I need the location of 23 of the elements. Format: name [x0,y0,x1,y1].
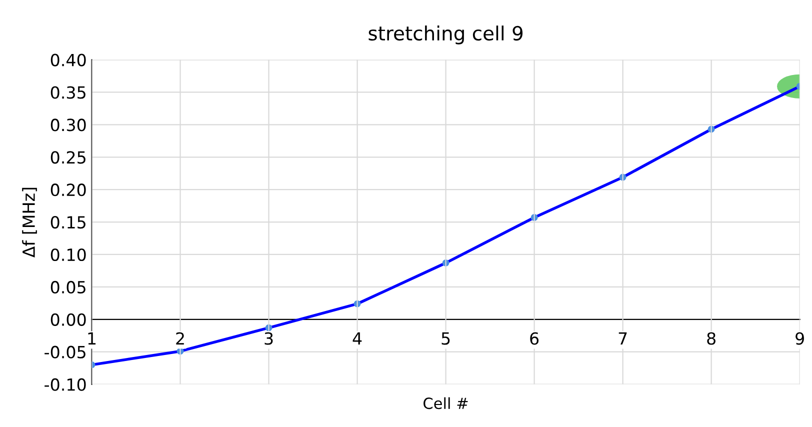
y-tick-label: 0.25 [50,151,86,164]
x-tick-label: 7 [618,332,627,345]
chart-title: stretching cell 9 [368,26,523,44]
x-tick-label: 5 [442,332,450,345]
y-tick-label: 0.40 [50,54,86,66]
y-tick-label: 0.10 [50,248,86,262]
x-tick-label: 9 [796,332,804,345]
y-tick-label: 0.15 [50,216,86,229]
y-tick-label: 0.20 [50,184,86,196]
x-tick-label: 6 [530,332,539,345]
y-tick-label: 0.35 [50,86,86,99]
y-tick-label: 0.30 [50,118,86,132]
y-tick-label: 0.00 [50,313,86,326]
x-tick-label: 3 [264,332,273,345]
x-tick-label: 2 [176,332,184,345]
y-tick-label: -0.05 [44,346,86,358]
x-tick-label: 4 [352,332,362,345]
x-tick-label: 1 [88,332,96,345]
y-tick-label: 0.05 [50,280,86,294]
y-axis-title: Δf [MHz] [22,188,37,258]
y-tick-label: -0.10 [44,378,86,391]
x-axis-title: Cell # [424,397,468,410]
x-tick-label: 8 [707,332,716,345]
